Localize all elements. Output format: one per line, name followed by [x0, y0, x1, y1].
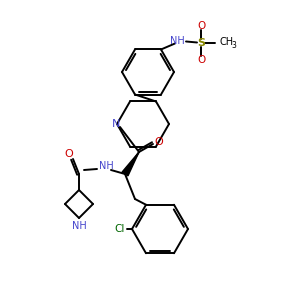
Text: O: O: [197, 56, 205, 65]
Text: Cl: Cl: [115, 224, 125, 234]
Text: NH: NH: [169, 37, 184, 46]
Text: NH: NH: [72, 221, 86, 231]
Text: NH: NH: [99, 161, 113, 171]
Text: O: O: [64, 149, 74, 159]
Polygon shape: [122, 152, 139, 176]
Text: N: N: [112, 119, 120, 129]
Text: O: O: [154, 137, 164, 147]
Text: 3: 3: [231, 41, 236, 50]
Text: S: S: [197, 38, 205, 49]
Text: O: O: [197, 22, 205, 32]
Text: CH: CH: [220, 38, 234, 47]
